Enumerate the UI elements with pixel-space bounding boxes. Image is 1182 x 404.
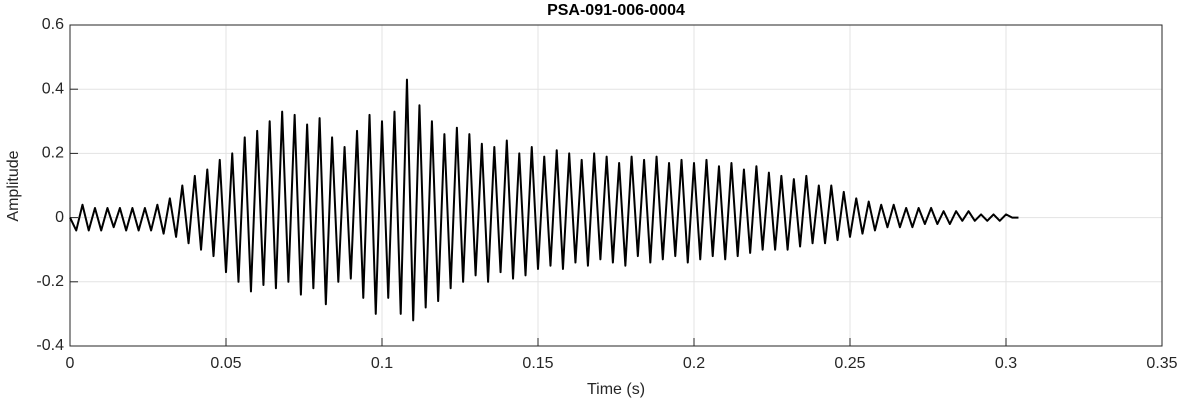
x-axis-label: Time (s) [587,381,645,398]
x-tick-label: 0.05 [210,355,241,372]
x-tick-label: 0.35 [1146,355,1177,372]
chart-title: PSA-091-006-0004 [547,2,685,19]
y-tick-label: 0.2 [42,145,64,162]
x-tick-label: 0.25 [834,355,865,372]
y-axis-label: Amplitude [5,150,22,221]
x-tick-label: 0.1 [371,355,393,372]
waveform-line [69,78,1019,322]
x-tick-label: 0.3 [995,355,1017,372]
y-tick-label: 0.6 [42,16,64,33]
y-tick-label: 0 [55,209,64,226]
x-tick-label: 0.15 [522,355,553,372]
x-tick-label: 0 [66,355,75,372]
y-tick-label: -0.4 [36,337,64,354]
axes-box [69,24,1163,347]
y-tick-label: -0.2 [36,273,64,290]
y-tick-label: 0.4 [42,80,64,97]
plot-area [70,25,1162,346]
x-tick-label: 0.2 [683,355,705,372]
